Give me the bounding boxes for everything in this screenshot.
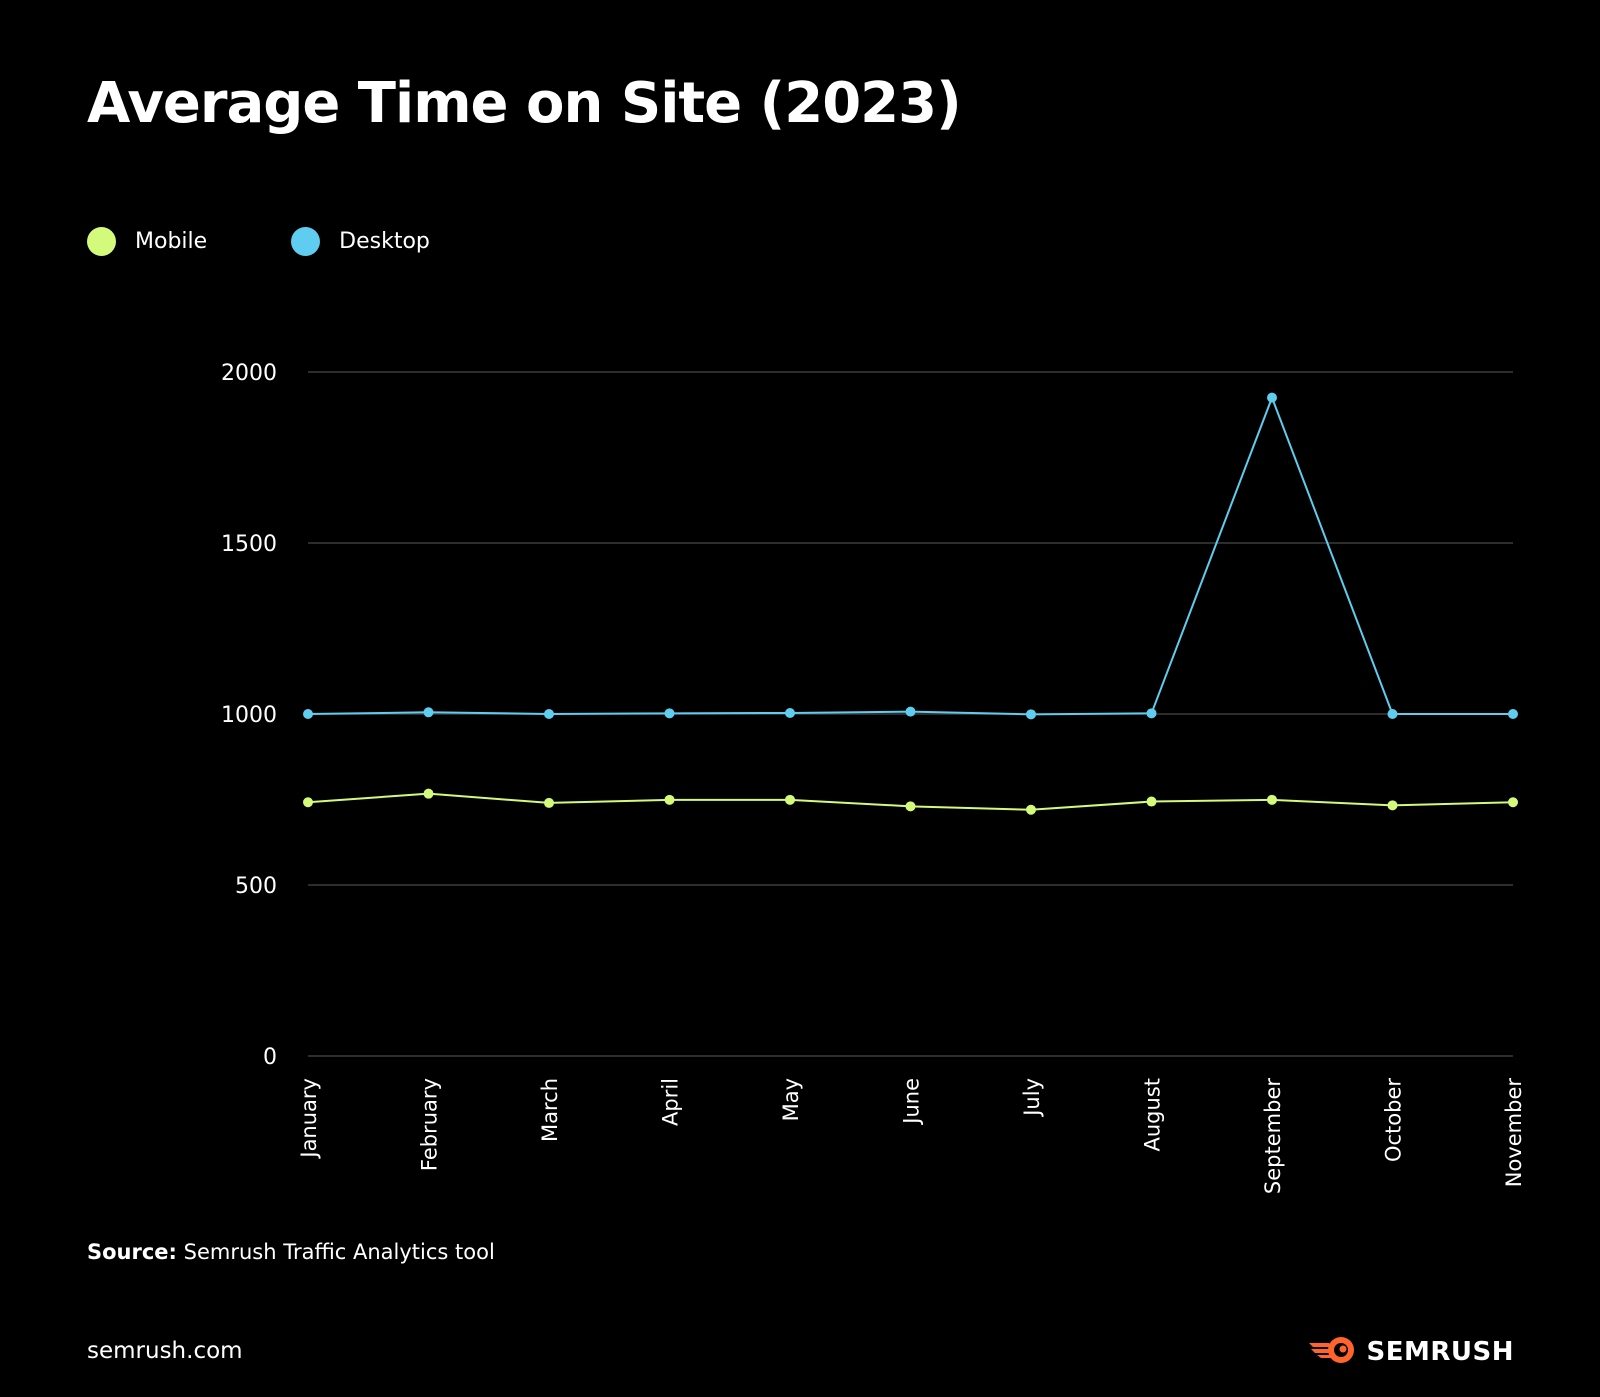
source-label: Source: xyxy=(87,1240,177,1264)
line-chart: 0 500 1000 1500 2000 January February March Apri… xyxy=(221,361,1526,1194)
x-tick-label: April xyxy=(659,1078,683,1126)
series-line-desktop xyxy=(307,394,1513,716)
data-point-desktop xyxy=(1146,708,1157,719)
legend-item-desktop: Desktop xyxy=(291,226,430,256)
x-tick-label: September xyxy=(1261,1078,1285,1194)
brand-logo: SEMRUSH xyxy=(1307,1334,1514,1370)
data-point-desktop xyxy=(664,708,675,719)
brand-name: SEMRUSH xyxy=(1366,1337,1514,1367)
data-point-desktop xyxy=(905,706,916,717)
legend-item-mobile: Mobile xyxy=(87,226,208,256)
data-point-mobile xyxy=(1387,800,1398,811)
data-point-desktop xyxy=(544,709,554,719)
data-point-mobile xyxy=(1146,796,1157,807)
source-note: Source: Semrush Traffic Analytics tool xyxy=(87,1240,495,1264)
data-point-mobile xyxy=(544,797,554,808)
y-tick-label: 500 xyxy=(235,874,277,899)
source-text: Semrush Traffic Analytics tool xyxy=(183,1240,495,1264)
legend-label-mobile: Mobile xyxy=(135,228,208,254)
y-tick-label: 2000 xyxy=(221,361,277,386)
data-point-mobile xyxy=(664,794,675,805)
x-tick-label: February xyxy=(418,1078,442,1171)
x-tick-label: August xyxy=(1141,1078,1165,1152)
data-point-desktop xyxy=(1387,709,1398,719)
data-point-mobile xyxy=(423,788,434,799)
x-tick-label: June xyxy=(900,1078,924,1126)
x-tick-label: October xyxy=(1382,1078,1406,1162)
data-point-mobile xyxy=(1508,797,1518,808)
y-tick-label: 0 xyxy=(263,1045,277,1070)
x-tick-label: March xyxy=(538,1078,562,1142)
data-point-mobile xyxy=(1267,794,1277,805)
x-tick-label: January xyxy=(297,1078,321,1160)
data-point-desktop xyxy=(303,709,313,719)
data-point-mobile xyxy=(785,794,795,805)
footer-url: semrush.com xyxy=(87,1338,243,1364)
data-point-desktop xyxy=(1508,709,1518,719)
y-tick-label: 1000 xyxy=(221,703,277,728)
y-tick-label: 1500 xyxy=(221,532,277,557)
x-tick-label: November xyxy=(1502,1078,1526,1188)
x-tick-label: July xyxy=(1020,1078,1044,1118)
data-point-mobile xyxy=(1026,804,1036,815)
data-point-desktop xyxy=(1267,392,1277,403)
legend-label-desktop: Desktop xyxy=(339,228,430,254)
data-point-mobile xyxy=(905,801,916,812)
legend-marker-desktop xyxy=(291,226,321,256)
semrush-fire-logo-icon xyxy=(1307,1334,1359,1370)
x-tick-label: May xyxy=(779,1078,803,1121)
chart-title: Average Time on Site (2023) xyxy=(87,71,962,136)
legend-marker-mobile xyxy=(87,226,116,256)
data-point-desktop xyxy=(423,707,434,718)
legend: Mobile Desktop xyxy=(87,226,514,256)
data-point-desktop xyxy=(785,707,795,718)
data-point-mobile xyxy=(303,797,313,808)
data-point-desktop xyxy=(1026,709,1036,720)
